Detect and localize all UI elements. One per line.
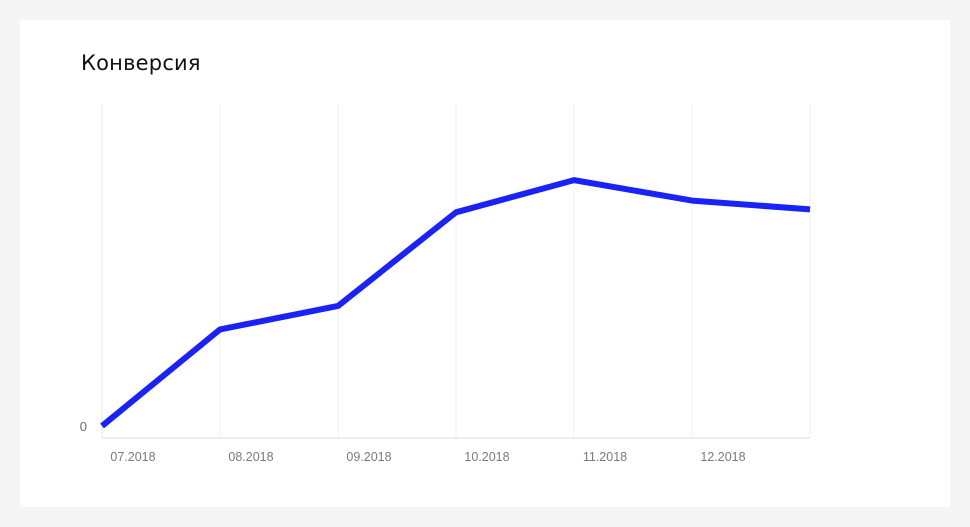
chart-card <box>20 20 950 507</box>
x-tick-label: 10.2018 <box>464 450 509 464</box>
x-tick-label: 08.2018 <box>228 450 273 464</box>
x-tick-label: 07.2018 <box>110 450 155 464</box>
y-tick-label: 0 <box>80 419 87 434</box>
series-line <box>100 177 811 429</box>
series-lines <box>100 177 811 429</box>
x-tick-label: 12.2018 <box>700 450 745 464</box>
tick-labels: 07.2018 08.2018 09.2018 10.2018 11.2018 12.20… <box>80 419 746 464</box>
chart-title: Конверсия <box>81 51 201 75</box>
x-tick-label: 09.2018 <box>346 450 391 464</box>
x-tick-label: 11.2018 <box>583 450 627 464</box>
grid-lines <box>101 104 811 438</box>
